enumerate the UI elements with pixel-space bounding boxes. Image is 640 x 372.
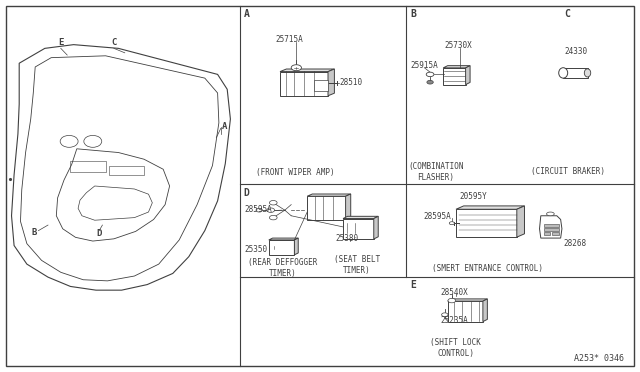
Bar [109,166,144,175]
Text: 25350: 25350 [244,245,268,254]
Bar [544,224,559,227]
Polygon shape [483,299,488,321]
Text: A: A [244,9,250,19]
Circle shape [442,313,448,317]
Circle shape [427,80,433,84]
Polygon shape [517,206,525,237]
Bar [70,161,106,172]
Text: B: B [410,9,416,19]
Text: (REAR DEFFOGGER
TIMER): (REAR DEFFOGGER TIMER) [248,258,317,278]
Polygon shape [443,65,470,68]
Polygon shape [343,216,378,218]
Ellipse shape [584,69,591,77]
Bar [443,68,466,84]
Bar [314,80,328,91]
Text: B: B [31,228,36,237]
Bar [456,209,517,237]
Polygon shape [466,65,470,84]
Text: C: C [564,9,570,19]
Text: (FRONT WIPER AMP): (FRONT WIPER AMP) [257,169,335,177]
Text: 24330: 24330 [564,47,588,56]
Text: (SMERT ENTRANCE CONTROL): (SMERT ENTRANCE CONTROL) [432,264,543,273]
Circle shape [449,222,454,225]
Polygon shape [307,194,351,196]
Ellipse shape [559,68,568,78]
Text: 28595A: 28595A [244,205,272,214]
Text: 25715A: 25715A [275,35,303,44]
Text: A: A [222,122,227,131]
Text: E: E [58,38,63,47]
Bar [563,68,588,78]
Polygon shape [448,299,488,301]
Polygon shape [328,69,334,96]
Circle shape [291,65,301,71]
Polygon shape [280,69,334,71]
Polygon shape [346,194,351,220]
Polygon shape [540,216,562,238]
Text: D: D [244,188,250,198]
Text: E: E [410,280,416,290]
Text: 25915A: 25915A [410,61,438,70]
Text: 25730X: 25730X [445,41,472,50]
Polygon shape [374,216,378,239]
Text: 25380: 25380 [335,234,358,243]
Text: 28510: 28510 [339,78,362,87]
Ellipse shape [547,212,554,216]
Polygon shape [269,238,298,240]
Bar [544,228,559,231]
Text: 28268: 28268 [563,239,586,248]
Text: D: D [97,229,102,238]
Bar [544,232,550,235]
Text: 28595A: 28595A [423,212,451,221]
Text: (SEAT BELT
TIMER): (SEAT BELT TIMER) [334,255,380,275]
Circle shape [448,298,456,303]
Circle shape [426,72,434,77]
Circle shape [269,215,277,220]
Bar [269,240,294,255]
Text: 28540X: 28540X [440,288,468,296]
Circle shape [256,208,262,212]
Text: C: C [111,38,116,47]
Bar [343,219,374,239]
Text: (CIRCUIT BRAKER): (CIRCUIT BRAKER) [531,167,605,176]
Circle shape [267,208,275,212]
Bar [280,71,328,96]
Text: A253* 0346: A253* 0346 [574,354,624,363]
Bar [307,196,346,220]
Bar [552,232,559,235]
Circle shape [269,201,277,205]
Polygon shape [294,238,298,255]
Polygon shape [456,206,525,209]
Text: (SHIFT LOCK
CONTROL): (SHIFT LOCK CONTROL) [430,338,481,358]
Bar [448,301,483,321]
Text: 20595Y: 20595Y [460,192,487,201]
Text: (COMBINATION
FLASHER): (COMBINATION FLASHER) [408,162,463,182]
Text: 25235A: 25235A [440,316,468,325]
